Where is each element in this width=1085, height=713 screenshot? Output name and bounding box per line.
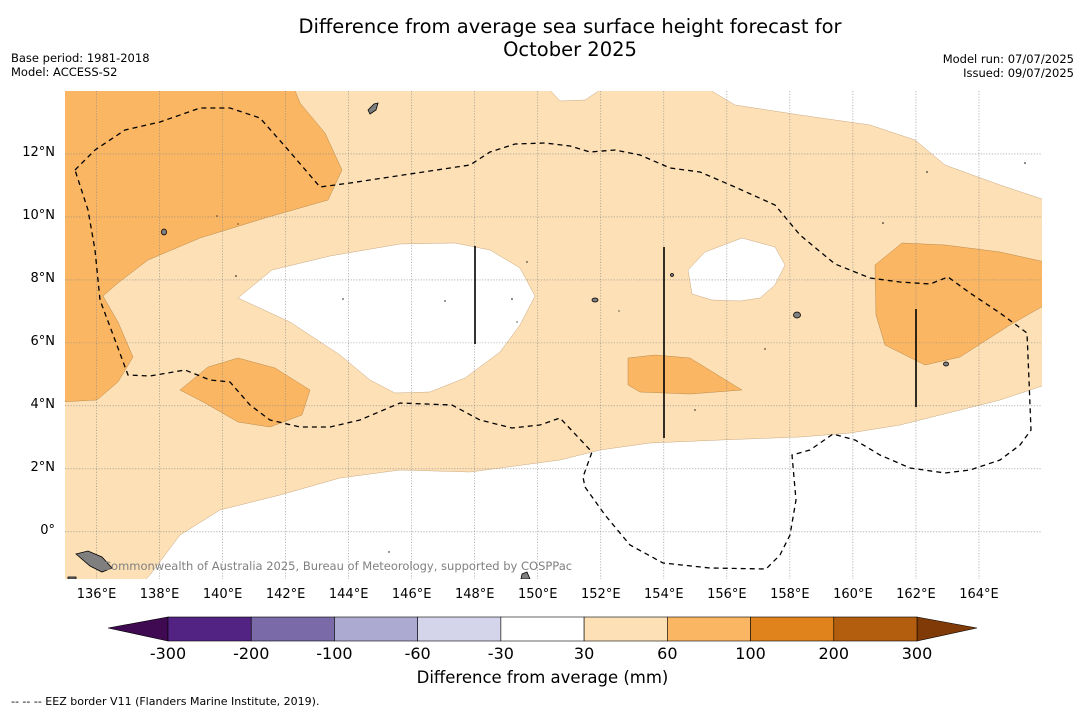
x-tick-label: 144°E	[328, 587, 369, 602]
model-text: Model: ACCESS-S2	[11, 65, 118, 79]
x-tick-label: 136°E	[76, 587, 117, 602]
anomaly-band-30-60	[65, 91, 1042, 579]
colorbar-under-arrow	[107, 616, 169, 642]
island-kosrae	[943, 361, 949, 367]
colorbar-tick-label: 300	[901, 644, 933, 663]
title-line-1: Difference from average sea surface heig…	[298, 15, 842, 38]
x-tick-label: 146°E	[391, 587, 432, 602]
boundary-lines	[474, 246, 917, 438]
colorbar-tick-label: -300	[149, 644, 187, 663]
meta-right: Model run: 07/07/2025 Issued: 09/07/2025	[943, 52, 1074, 80]
neutral-zone-west	[237, 242, 536, 394]
land-islands	[67, 102, 949, 579]
y-tick-label: 12°N	[22, 144, 55, 160]
map-credit: Commonwealth of Australia 2025, Bureau o…	[103, 559, 572, 573]
island-pohnpei	[793, 311, 801, 319]
x-tick-label: 164°E	[959, 587, 999, 602]
model-run-text: Model run: 07/07/2025	[942, 52, 1074, 66]
issued-text: Issued: 09/07/2025	[963, 66, 1074, 80]
x-tick-label: 150°E	[517, 587, 558, 602]
y-tick-label: 8°N	[30, 270, 56, 286]
colorbar-swatch	[583, 616, 668, 642]
colorbar-title: Difference from average (mm)	[416, 668, 669, 687]
map-area: Commonwealth of Australia 2025, Bureau o…	[65, 91, 1042, 579]
colorbar-swatch	[833, 616, 918, 642]
colorbar-swatch	[167, 616, 252, 642]
atoll-dots	[216, 162, 1026, 553]
y-tick-label: 0°	[40, 522, 55, 538]
x-tick-label: 142°E	[265, 587, 306, 602]
colorbar-tick-label: -60	[404, 644, 431, 663]
colorbar-tick-label: 200	[818, 644, 850, 663]
eez-border-north	[74, 107, 1032, 570]
colorbar-swatch	[417, 616, 502, 642]
colorbar-swatch	[667, 616, 751, 642]
island-coast	[67, 576, 77, 579]
anomaly-patch-140e-4n	[179, 357, 311, 428]
colorbar	[107, 616, 978, 642]
colorbar-tick-label: 60	[657, 644, 678, 663]
y-tick-label: 10°N	[22, 207, 55, 223]
x-tick-label: 160°E	[833, 587, 873, 602]
x-tick-label: 158°E	[770, 587, 810, 602]
colorbar-tick-label: 100	[735, 644, 766, 663]
meta-left: Base period: 1981-2018 Model: ACCESS-S2	[11, 51, 150, 79]
x-tick-label: 148°E	[454, 587, 495, 602]
colorbar-swatch	[750, 616, 835, 642]
colorbar-over-arrow	[916, 616, 978, 642]
x-tick-label: 140°E	[202, 587, 243, 602]
y-tick-label: 6°N	[30, 333, 56, 349]
x-tick-label: 152°E	[581, 587, 621, 602]
island-new-ireland	[520, 571, 531, 579]
island-guam-area	[367, 102, 379, 115]
colorbar-swatch	[500, 616, 585, 642]
colorbar-tick-label: -100	[316, 644, 353, 663]
anomaly-patch-153e-5n	[627, 354, 743, 395]
base-period-text: Base period: 1981-2018	[11, 51, 150, 65]
colorbar-tick-label: 30	[573, 644, 595, 663]
island-palau	[161, 228, 167, 236]
colorbar-swatch	[334, 616, 418, 642]
eez-footnote: -- -- -- EEZ border V11 (Flanders Marine…	[11, 695, 320, 708]
map-title: Difference from average sea surface heig…	[0, 15, 1085, 61]
colorbar-swatch	[250, 616, 335, 642]
y-tick-label: 4°N	[30, 396, 56, 412]
colorbar-tick-label: -200	[233, 644, 270, 663]
neutral-zone-central	[687, 237, 786, 302]
island-new-guinea-west	[75, 550, 113, 573]
y-tick-label: 2°N	[30, 459, 56, 475]
island-small-1	[670, 273, 674, 277]
x-tick-label: 162°E	[896, 587, 936, 602]
x-tick-label: 154°E	[644, 587, 684, 602]
title-line-2: October 2025	[503, 38, 637, 61]
anomaly-patch-northwest	[65, 91, 343, 402]
colorbar-tick-label: -30	[487, 644, 514, 663]
x-tick-label: 138°E	[139, 587, 180, 602]
x-tick-label: 156°E	[707, 587, 747, 602]
gridlines	[65, 91, 1042, 579]
island-chuuk	[591, 297, 599, 303]
